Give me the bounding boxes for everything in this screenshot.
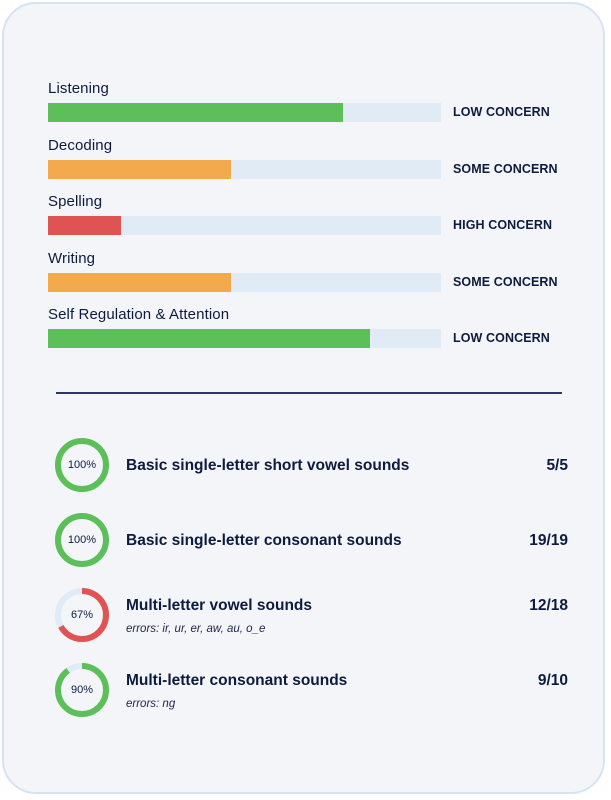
section-divider [56,392,562,394]
skill-row: 90% Multi-letter consonant sounds errors… [54,662,574,737]
report-card: Listening LOW CONCERN Decoding SOME CONC… [2,2,605,794]
concern-bar-fill [48,159,231,179]
progress-ring-arc [55,588,109,642]
skill-score: 12/18 [529,597,568,614]
concern-status: HIGH CONCERN [453,218,553,232]
progress-ring-svg [55,438,109,492]
concern-label: Self Regulation & Attention [48,306,230,323]
concern-status: SOME CONCERN [453,274,558,289]
concern-row-writing: Writing SOME CONCERN [48,250,588,307]
progress-ring [54,587,110,643]
skill-name: Multi-letter vowel sounds [126,597,313,614]
concern-row-decoding: Decoding SOME CONCERN [48,137,588,194]
concern-label: Listening [48,80,109,97]
progress-ring [54,437,110,493]
concern-label: Decoding [48,136,113,154]
progress-ring-label: 90% [70,684,94,696]
skill-score: 9/10 [537,672,568,689]
skill-score: 5/5 [546,457,568,474]
concern-bars: Listening LOW CONCERN Decoding SOME CONC… [48,80,588,363]
concern-label: Spelling [48,193,103,210]
progress-ring-arc [55,513,109,567]
skill-name: Basic single-letter short vowel sounds [126,457,410,474]
progress-ring-label: 100% [67,459,97,471]
progress-ring-svg [55,513,109,567]
progress-ring-label: 100% [67,534,97,546]
concern-bar-track [48,216,441,235]
progress-ring [54,662,110,718]
concern-bar-track [48,329,441,348]
progress-ring-svg [55,663,109,717]
progress-ring-label: 67% [70,609,94,621]
progress-ring-arc [55,438,109,492]
concern-bar-track [48,159,441,179]
skill-row: 67% Multi-letter vowel sounds errors: ir… [54,587,574,662]
concern-status: SOME CONCERN [453,161,558,176]
skill-list: 100% Basic single-letter short vowel sou… [54,437,574,737]
skill-name: Basic single-letter consonant sounds [126,532,402,549]
concern-label: Writing [48,249,96,267]
concern-row-listening: Listening LOW CONCERN [48,80,588,137]
progress-ring-svg [55,588,109,642]
progress-ring-arc [55,663,109,717]
skill-row: 100% Basic single-letter consonant sound… [54,512,574,587]
concern-status: LOW CONCERN [453,331,550,345]
concern-bar-fill [48,216,121,235]
concern-bar-fill [48,103,343,122]
concern-row-spelling: Spelling HIGH CONCERN [48,193,588,250]
skill-errors: errors: ir, ur, er, aw, au, o_e [126,623,266,635]
concern-row-self-regulation: Self Regulation & Attention LOW CONCERN [48,306,588,363]
concern-bar-fill [48,272,231,292]
concern-bar-track [48,103,441,122]
skill-errors: errors: ng [126,698,176,710]
skill-score: 19/19 [529,532,568,549]
concern-status: LOW CONCERN [453,105,550,119]
skill-name: Multi-letter consonant sounds [126,672,348,689]
concern-bar-fill [48,329,371,348]
progress-ring [54,512,110,568]
skill-row: 100% Basic single-letter short vowel sou… [54,437,574,512]
concern-bar-track [48,272,441,292]
